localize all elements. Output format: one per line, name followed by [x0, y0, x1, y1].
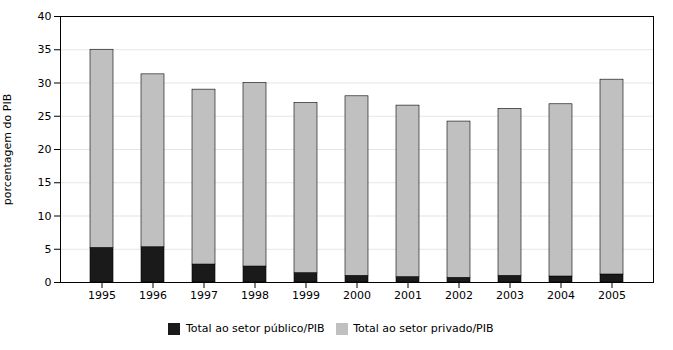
- html-text:Total ao setor privado/PIB: Total ao setor privado/PIB: [353, 322, 494, 335]
- svg-text:40: 40: [38, 10, 52, 23]
- svg-text:1995: 1995: [88, 289, 116, 302]
- svg-text:10: 10: [38, 210, 52, 223]
- svg-text:2000: 2000: [343, 289, 371, 302]
- svg-text:2001: 2001: [394, 289, 422, 302]
- svg-text:1996: 1996: [139, 289, 167, 302]
- svg-text:2002: 2002: [445, 289, 473, 302]
- svg-text:25: 25: [38, 110, 52, 123]
- svg-text:15: 15: [38, 176, 52, 189]
- svg-text:1997: 1997: [190, 289, 218, 302]
- svg-text:1998: 1998: [241, 289, 269, 302]
- svg-text:30: 30: [38, 77, 52, 90]
- html-text:Total ao setor público/PIB: Total ao setor público/PIB: [186, 322, 325, 335]
- svg-text:35: 35: [38, 43, 52, 56]
- svg-text:0: 0: [45, 276, 52, 289]
- svg-text:5: 5: [45, 243, 52, 256]
- svg-text:1999: 1999: [292, 289, 320, 302]
- svg-text:2005: 2005: [598, 289, 626, 302]
- svg-text:20: 20: [38, 143, 52, 156]
- svg-text:2004: 2004: [547, 289, 575, 302]
- svg-text:porcentagem do PIB: porcentagem do PIB: [1, 94, 14, 205]
- svg-text:2003: 2003: [496, 289, 524, 302]
